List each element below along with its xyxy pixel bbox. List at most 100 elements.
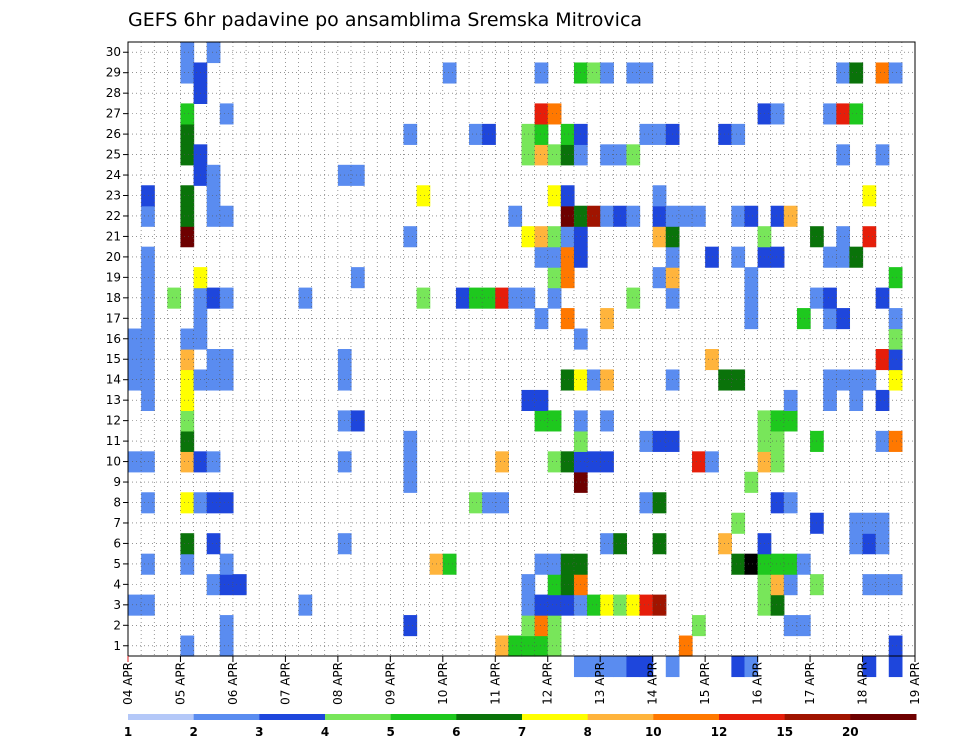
colorbar-label: 20 bbox=[842, 725, 859, 739]
colorbar-label: 8 bbox=[584, 725, 592, 739]
colorbar-swatch bbox=[456, 714, 523, 720]
colorbar-swatch bbox=[390, 714, 457, 720]
heatmap-cell bbox=[757, 553, 772, 575]
y-tick-label: 2 bbox=[113, 618, 121, 632]
chart-title: GEFS 6hr padavine po ansamblima Sremska … bbox=[128, 9, 642, 31]
heatmap-cell bbox=[141, 308, 155, 330]
heatmap-cell bbox=[534, 246, 549, 268]
heatmap-cell bbox=[849, 369, 864, 391]
heatmap-cell bbox=[573, 594, 588, 616]
heatmap-cell bbox=[573, 471, 588, 493]
heatmap-cell bbox=[875, 533, 890, 555]
heatmap-cell bbox=[508, 635, 523, 657]
heatmap-cell bbox=[810, 430, 824, 452]
y-tick-label: 25 bbox=[106, 148, 121, 162]
heatmap-cell bbox=[888, 349, 903, 371]
heatmap-cell bbox=[469, 123, 483, 145]
heatmap-cell bbox=[180, 62, 195, 84]
y-axis: 1234567891011121314151617181920212223242… bbox=[106, 45, 128, 653]
y-tick-label: 21 bbox=[106, 229, 121, 243]
heatmap-cell bbox=[219, 492, 234, 514]
heatmap-cell bbox=[862, 574, 877, 596]
heatmap-cell bbox=[587, 205, 601, 227]
heatmap-cell bbox=[206, 369, 221, 391]
heatmap-cell bbox=[560, 226, 575, 248]
x-tick-label: 10 APR bbox=[436, 662, 450, 705]
heatmap-cell bbox=[718, 533, 732, 555]
heatmap-cell bbox=[534, 410, 549, 432]
y-tick-label: 26 bbox=[106, 127, 121, 141]
heatmap-cell bbox=[403, 471, 418, 493]
colorbar-swatch bbox=[193, 714, 260, 720]
heatmap-cell bbox=[783, 492, 798, 514]
heatmap-cell bbox=[665, 369, 680, 391]
heatmap-cell bbox=[547, 553, 562, 575]
heatmap-cell bbox=[403, 615, 418, 637]
heatmap-cell bbox=[862, 369, 877, 391]
heatmap-cell bbox=[862, 656, 877, 678]
heatmap-cell bbox=[573, 246, 588, 268]
heatmap-cell bbox=[560, 144, 575, 166]
y-tick-label: 19 bbox=[106, 270, 121, 284]
heatmap-cell bbox=[757, 226, 772, 248]
heatmap-cell bbox=[482, 287, 496, 309]
heatmap-cell bbox=[508, 287, 523, 309]
heatmap-cell bbox=[796, 615, 811, 637]
heatmap-cell bbox=[547, 267, 562, 289]
y-tick-label: 22 bbox=[106, 209, 121, 223]
heatmap-cell bbox=[600, 62, 614, 84]
heatmap-cell bbox=[573, 369, 588, 391]
heatmap-cell bbox=[141, 492, 155, 514]
heatmap-cell bbox=[495, 492, 509, 514]
colorbar: 1 2 3 4 5 6 7 8 10 12 15 20 bbox=[124, 714, 917, 739]
heatmap-cell bbox=[573, 226, 588, 248]
heatmap-cell bbox=[875, 512, 890, 534]
x-tick-label: 14 APR bbox=[646, 662, 660, 705]
heatmap-cell bbox=[534, 308, 549, 330]
y-tick-label: 18 bbox=[106, 291, 121, 305]
heatmap-cell bbox=[180, 430, 195, 452]
heatmap-cell bbox=[495, 451, 509, 473]
heatmap-cell bbox=[836, 226, 851, 248]
x-tick-label: 19 APR bbox=[908, 662, 922, 705]
heatmap-cell bbox=[888, 267, 903, 289]
y-tick-label: 11 bbox=[106, 434, 121, 448]
heatmap-cell bbox=[639, 62, 654, 84]
colorbar-label: 4 bbox=[321, 725, 329, 739]
heatmap-cell bbox=[547, 635, 562, 657]
heatmap-cell bbox=[219, 205, 234, 227]
heatmap-cell bbox=[718, 369, 732, 391]
heatmap-cell bbox=[757, 246, 772, 268]
heatmap-cell bbox=[534, 62, 549, 84]
colorbar-label: 3 bbox=[255, 725, 263, 739]
heatmap-cell bbox=[560, 267, 575, 289]
heatmap-cell bbox=[350, 410, 365, 432]
colorbar-swatch bbox=[719, 714, 786, 720]
heatmap-cell bbox=[613, 594, 628, 616]
heatmap-cell bbox=[836, 62, 851, 84]
x-axis: 04 APR 05 APR 06 APR 07 APR 08 APR 09 APR 10 A… bbox=[121, 656, 922, 705]
heatmap-cell bbox=[141, 451, 155, 473]
heatmap-cell bbox=[219, 553, 234, 575]
heatmap-cell bbox=[350, 267, 365, 289]
heatmap-cells bbox=[128, 42, 903, 678]
heatmap-cell bbox=[337, 369, 352, 391]
heatmap-cell bbox=[600, 656, 614, 678]
heatmap-cell bbox=[350, 164, 365, 186]
heatmap-cell bbox=[416, 287, 431, 309]
heatmap-cell bbox=[521, 594, 536, 616]
y-tick-label: 23 bbox=[106, 189, 121, 203]
heatmap-cell bbox=[560, 369, 575, 391]
heatmap-cell bbox=[141, 328, 155, 350]
heatmap-cell bbox=[731, 246, 746, 268]
heatmap-cell bbox=[600, 205, 614, 227]
heatmap-cell bbox=[757, 533, 772, 555]
y-tick-label: 16 bbox=[106, 332, 121, 346]
heatmap-cell bbox=[849, 533, 864, 555]
heatmap-cell bbox=[298, 594, 313, 616]
x-tick-label: 09 APR bbox=[383, 662, 397, 705]
heatmap-cell bbox=[888, 62, 903, 84]
heatmap-cell bbox=[180, 389, 195, 411]
heatmap-cell bbox=[823, 369, 837, 391]
heatmap-cell bbox=[547, 226, 562, 248]
